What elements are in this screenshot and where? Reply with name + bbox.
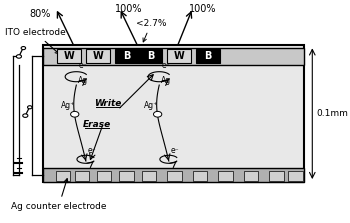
Text: Ag: Ag <box>161 76 171 85</box>
Circle shape <box>154 112 162 117</box>
Bar <box>167 171 182 181</box>
Bar <box>43 168 304 182</box>
Text: Ag⁺: Ag⁺ <box>61 101 76 110</box>
Text: 0.1mm: 0.1mm <box>316 109 348 118</box>
Circle shape <box>21 47 26 50</box>
Circle shape <box>28 106 32 109</box>
Bar <box>75 171 89 181</box>
Bar <box>167 49 191 64</box>
Bar <box>86 49 110 64</box>
Text: W: W <box>64 51 75 61</box>
Bar <box>193 171 207 181</box>
Text: 100%: 100% <box>189 4 216 14</box>
Circle shape <box>71 112 79 117</box>
Bar <box>56 171 70 181</box>
Text: Ag counter electrode: Ag counter electrode <box>11 179 106 211</box>
Text: Ag: Ag <box>78 76 89 85</box>
Text: ITO electrode: ITO electrode <box>5 28 65 54</box>
Bar <box>43 48 304 65</box>
Text: B: B <box>147 51 154 61</box>
Text: e⁻: e⁻ <box>87 146 96 155</box>
Text: B: B <box>123 51 130 61</box>
Circle shape <box>23 114 28 117</box>
Bar <box>119 171 134 181</box>
Bar <box>269 171 284 181</box>
Bar <box>139 49 162 64</box>
Text: e⁻: e⁻ <box>79 61 88 70</box>
Bar <box>218 171 232 181</box>
Text: Erase: Erase <box>83 120 111 130</box>
Bar <box>142 171 156 181</box>
Bar <box>114 49 139 64</box>
Text: W: W <box>92 51 103 61</box>
Text: Write: Write <box>94 99 122 108</box>
Text: Ag⁺: Ag⁺ <box>144 101 159 110</box>
Bar <box>196 49 220 64</box>
Bar <box>57 49 81 64</box>
Text: W: W <box>174 51 184 61</box>
Text: 100%: 100% <box>115 4 143 14</box>
Bar <box>43 45 304 182</box>
Text: B: B <box>204 51 211 61</box>
Bar <box>244 171 258 181</box>
Bar <box>288 171 303 181</box>
Circle shape <box>16 55 21 58</box>
Text: <2.7%: <2.7% <box>136 19 167 42</box>
Text: 80%: 80% <box>29 9 50 19</box>
Bar <box>97 171 111 181</box>
Text: e⁻: e⁻ <box>170 146 179 155</box>
Text: e⁻: e⁻ <box>162 61 170 70</box>
